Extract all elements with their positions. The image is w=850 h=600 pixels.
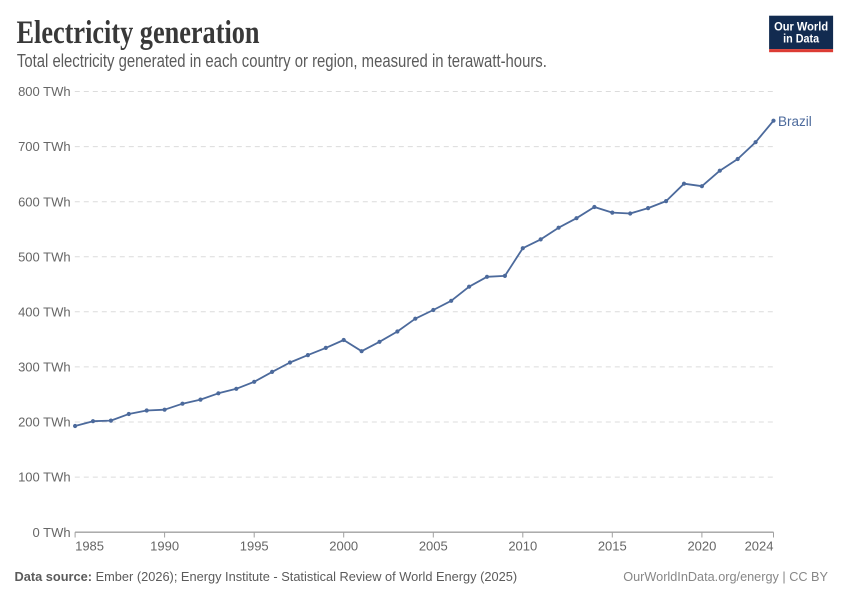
svg-text:700 TWh: 700 TWh — [18, 139, 71, 154]
svg-text:Total electricity generated in: Total electricity generated in each coun… — [17, 51, 547, 71]
svg-text:600 TWh: 600 TWh — [18, 194, 71, 209]
svg-text:Data source: Ember (2026); Ene: Data source: Ember (2026); Energy Instit… — [15, 569, 518, 584]
svg-text:1985: 1985 — [75, 538, 104, 553]
svg-text:400 TWh: 400 TWh — [18, 304, 71, 319]
svg-text:300 TWh: 300 TWh — [18, 360, 71, 375]
svg-text:2020: 2020 — [687, 538, 716, 553]
svg-text:800 TWh: 800 TWh — [18, 84, 71, 99]
svg-text:OurWorldInData.org/energy | CC: OurWorldInData.org/energy | CC BY — [623, 570, 828, 584]
svg-text:2015: 2015 — [598, 538, 627, 553]
svg-text:2010: 2010 — [508, 538, 537, 553]
svg-text:1990: 1990 — [150, 538, 179, 553]
svg-text:1995: 1995 — [240, 538, 269, 553]
svg-text:100 TWh: 100 TWh — [18, 470, 71, 485]
svg-text:200 TWh: 200 TWh — [18, 415, 71, 430]
svg-text:2000: 2000 — [329, 538, 358, 553]
svg-text:Brazil: Brazil — [778, 114, 812, 129]
svg-text:in Data: in Data — [783, 34, 820, 46]
svg-text:2005: 2005 — [419, 538, 448, 553]
svg-text:2024: 2024 — [745, 538, 774, 553]
svg-text:Our World: Our World — [774, 22, 828, 34]
svg-text:Electricity generation: Electricity generation — [17, 15, 260, 51]
svg-text:500 TWh: 500 TWh — [18, 249, 71, 264]
svg-text:0 TWh: 0 TWh — [33, 525, 71, 540]
